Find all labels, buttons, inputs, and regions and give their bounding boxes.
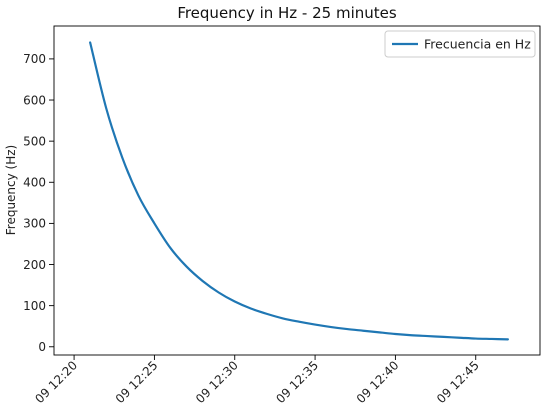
x-tick-label: 09 12:45 — [434, 358, 482, 406]
y-tick-label: 700 — [23, 52, 46, 66]
x-tick-label: 09 12:25 — [113, 358, 161, 406]
plot-area — [53, 25, 541, 356]
y-tick-label: 300 — [23, 217, 46, 231]
chart-title: Frequency in Hz - 25 minutes — [177, 4, 397, 22]
series-line-frecuencia — [89, 41, 509, 341]
y-tick-label: 200 — [23, 258, 46, 272]
x-axis: 09 12:20 09 12:25 09 12:30 09 12:35 09 12:40… — [32, 355, 482, 406]
x-tick-label: 09 12:20 — [32, 358, 80, 406]
x-tick-label: 09 12:40 — [354, 358, 402, 406]
y-tick-label: 600 — [23, 93, 46, 107]
legend-box — [384, 30, 536, 58]
y-tick-label: 0 — [38, 340, 46, 354]
y-tick-label: 100 — [23, 299, 46, 313]
x-tick-label: 09 12:30 — [193, 358, 241, 406]
y-axis-label: Frequency (Hz) — [4, 145, 18, 236]
y-tick-label: 400 — [23, 176, 46, 190]
y-tick-label: 500 — [23, 134, 46, 148]
legend-label: Frecuencia en Hz — [424, 37, 531, 52]
legend: Frecuencia en Hz — [384, 30, 536, 58]
y-axis: 0 100 200 300 400 500 600 700 — [23, 52, 54, 354]
x-tick-label: 09 12:35 — [273, 358, 321, 406]
